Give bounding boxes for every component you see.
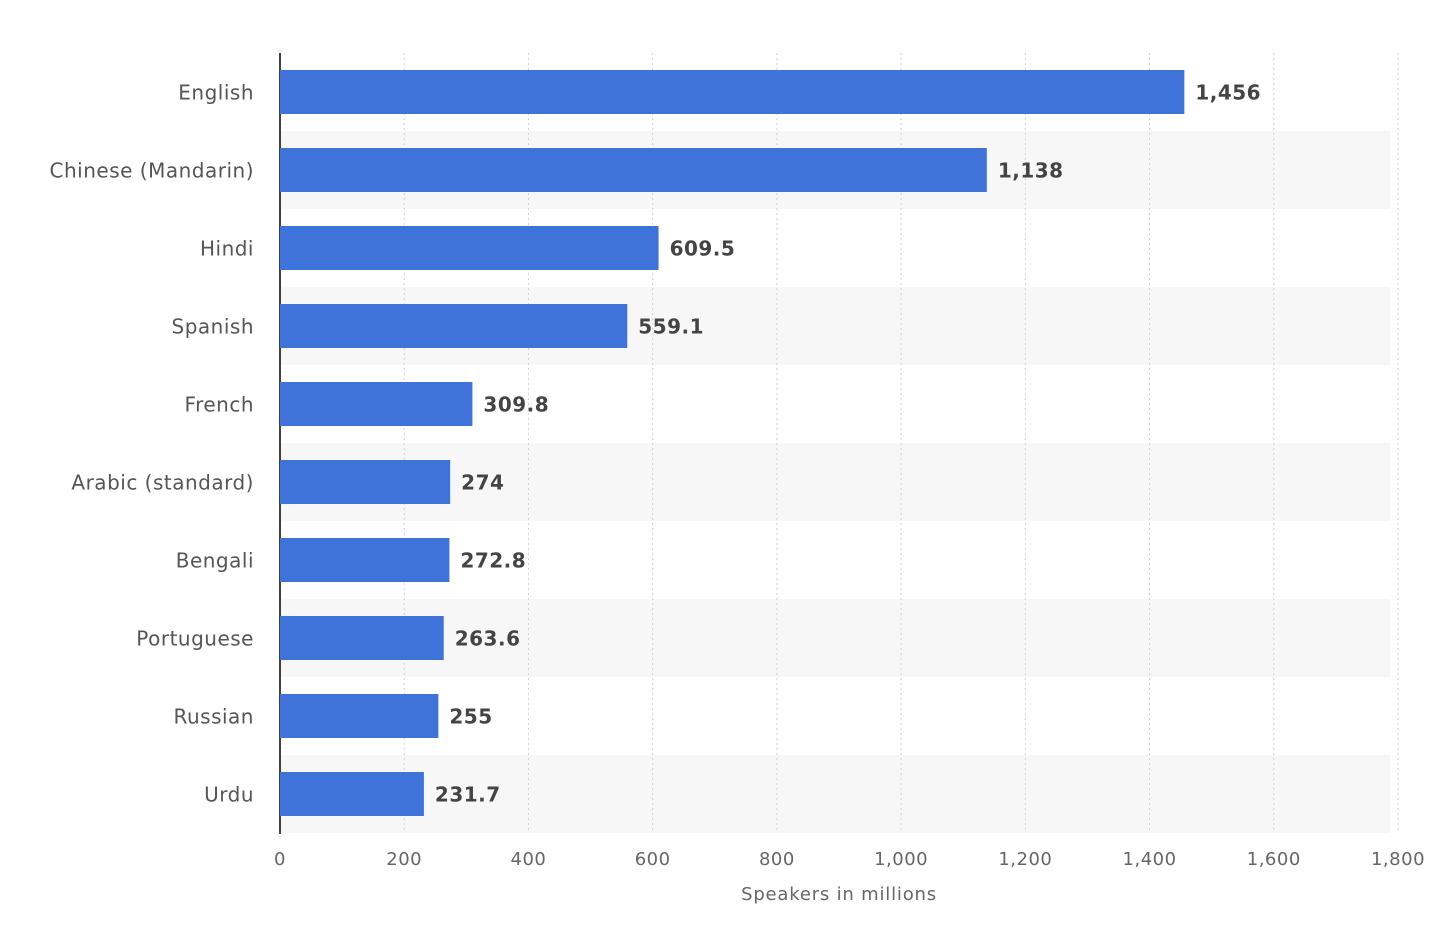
bar: [280, 694, 439, 738]
y-tick-label: Arabic (standard): [71, 471, 254, 495]
value-label: 272.8: [460, 549, 526, 573]
y-tick-label: Russian: [173, 705, 254, 729]
value-label: 231.7: [435, 783, 501, 807]
x-tick-label: 1,800: [1371, 849, 1425, 870]
value-label: 559.1: [638, 315, 704, 339]
bar: [280, 226, 659, 270]
x-tick-label: 1,200: [998, 849, 1052, 870]
x-tick-label: 200: [386, 849, 422, 870]
x-tick-label: 1,600: [1247, 849, 1301, 870]
x-tick-label: 0: [274, 849, 286, 870]
y-tick-label: Chinese (Mandarin): [50, 159, 254, 183]
bar: [280, 460, 451, 504]
y-tick-label: English: [178, 81, 254, 105]
bar: [280, 538, 450, 582]
value-label: 609.5: [670, 237, 736, 261]
value-label: 309.8: [483, 393, 549, 417]
x-tick-label: 400: [511, 849, 547, 870]
x-axis-label: Speakers in millions: [741, 884, 937, 905]
x-tick-label: 1,000: [874, 849, 928, 870]
x-tick-label: 1,400: [1123, 849, 1177, 870]
bar: [280, 616, 444, 660]
value-label: 274: [461, 471, 504, 495]
row-band: [280, 443, 1390, 521]
y-tick-label: Bengali: [176, 549, 254, 573]
y-tick-label: Hindi: [200, 237, 254, 261]
y-tick-label: Urdu: [204, 783, 254, 807]
y-tick-label: French: [185, 393, 254, 417]
row-band: [280, 755, 1390, 833]
value-label: 263.6: [455, 627, 521, 651]
value-label: 1,138: [998, 159, 1064, 183]
bar: [280, 772, 424, 816]
row-band: [280, 599, 1390, 677]
y-tick-label: Portuguese: [136, 627, 254, 651]
x-tick-label: 600: [635, 849, 671, 870]
value-label: 1,456: [1195, 81, 1261, 105]
bar: [280, 70, 1185, 114]
y-tick-label: Spanish: [172, 315, 254, 339]
bar: [280, 304, 628, 348]
value-label: 255: [449, 705, 492, 729]
x-tick-label: 800: [759, 849, 795, 870]
bar: [280, 148, 987, 192]
bar: [280, 382, 473, 426]
